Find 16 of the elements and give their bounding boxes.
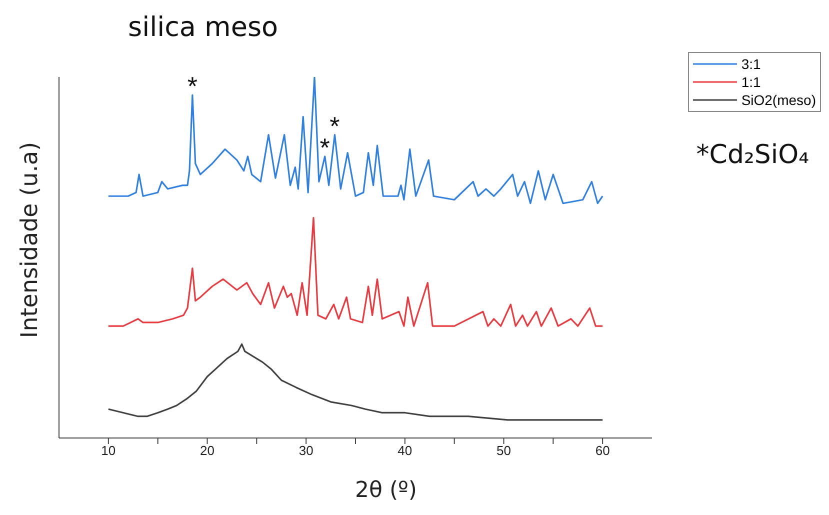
chart-title: silica meso bbox=[128, 12, 278, 43]
x-tick-label: 30 bbox=[298, 443, 314, 458]
x-tick-label: 60 bbox=[595, 443, 610, 458]
y-axis-title: Intensidade (u.a) bbox=[17, 142, 43, 338]
x-tick-label: 10 bbox=[101, 443, 116, 458]
x-tick-label: 40 bbox=[398, 443, 412, 458]
legend-label: SiO2(meso) bbox=[741, 92, 816, 108]
x-tick-label: 50 bbox=[496, 443, 511, 458]
annotation: * bbox=[187, 71, 198, 102]
text: *Cd₂SiO₄ bbox=[696, 140, 809, 170]
legend-label: 1:1 bbox=[741, 74, 761, 90]
legend-label: 3:1 bbox=[741, 56, 761, 72]
x-tick-label: 20 bbox=[200, 443, 214, 458]
x-axis-title: 2θ (º) bbox=[355, 478, 417, 503]
annotation: * bbox=[330, 110, 340, 141]
annotation: * bbox=[320, 132, 330, 162]
